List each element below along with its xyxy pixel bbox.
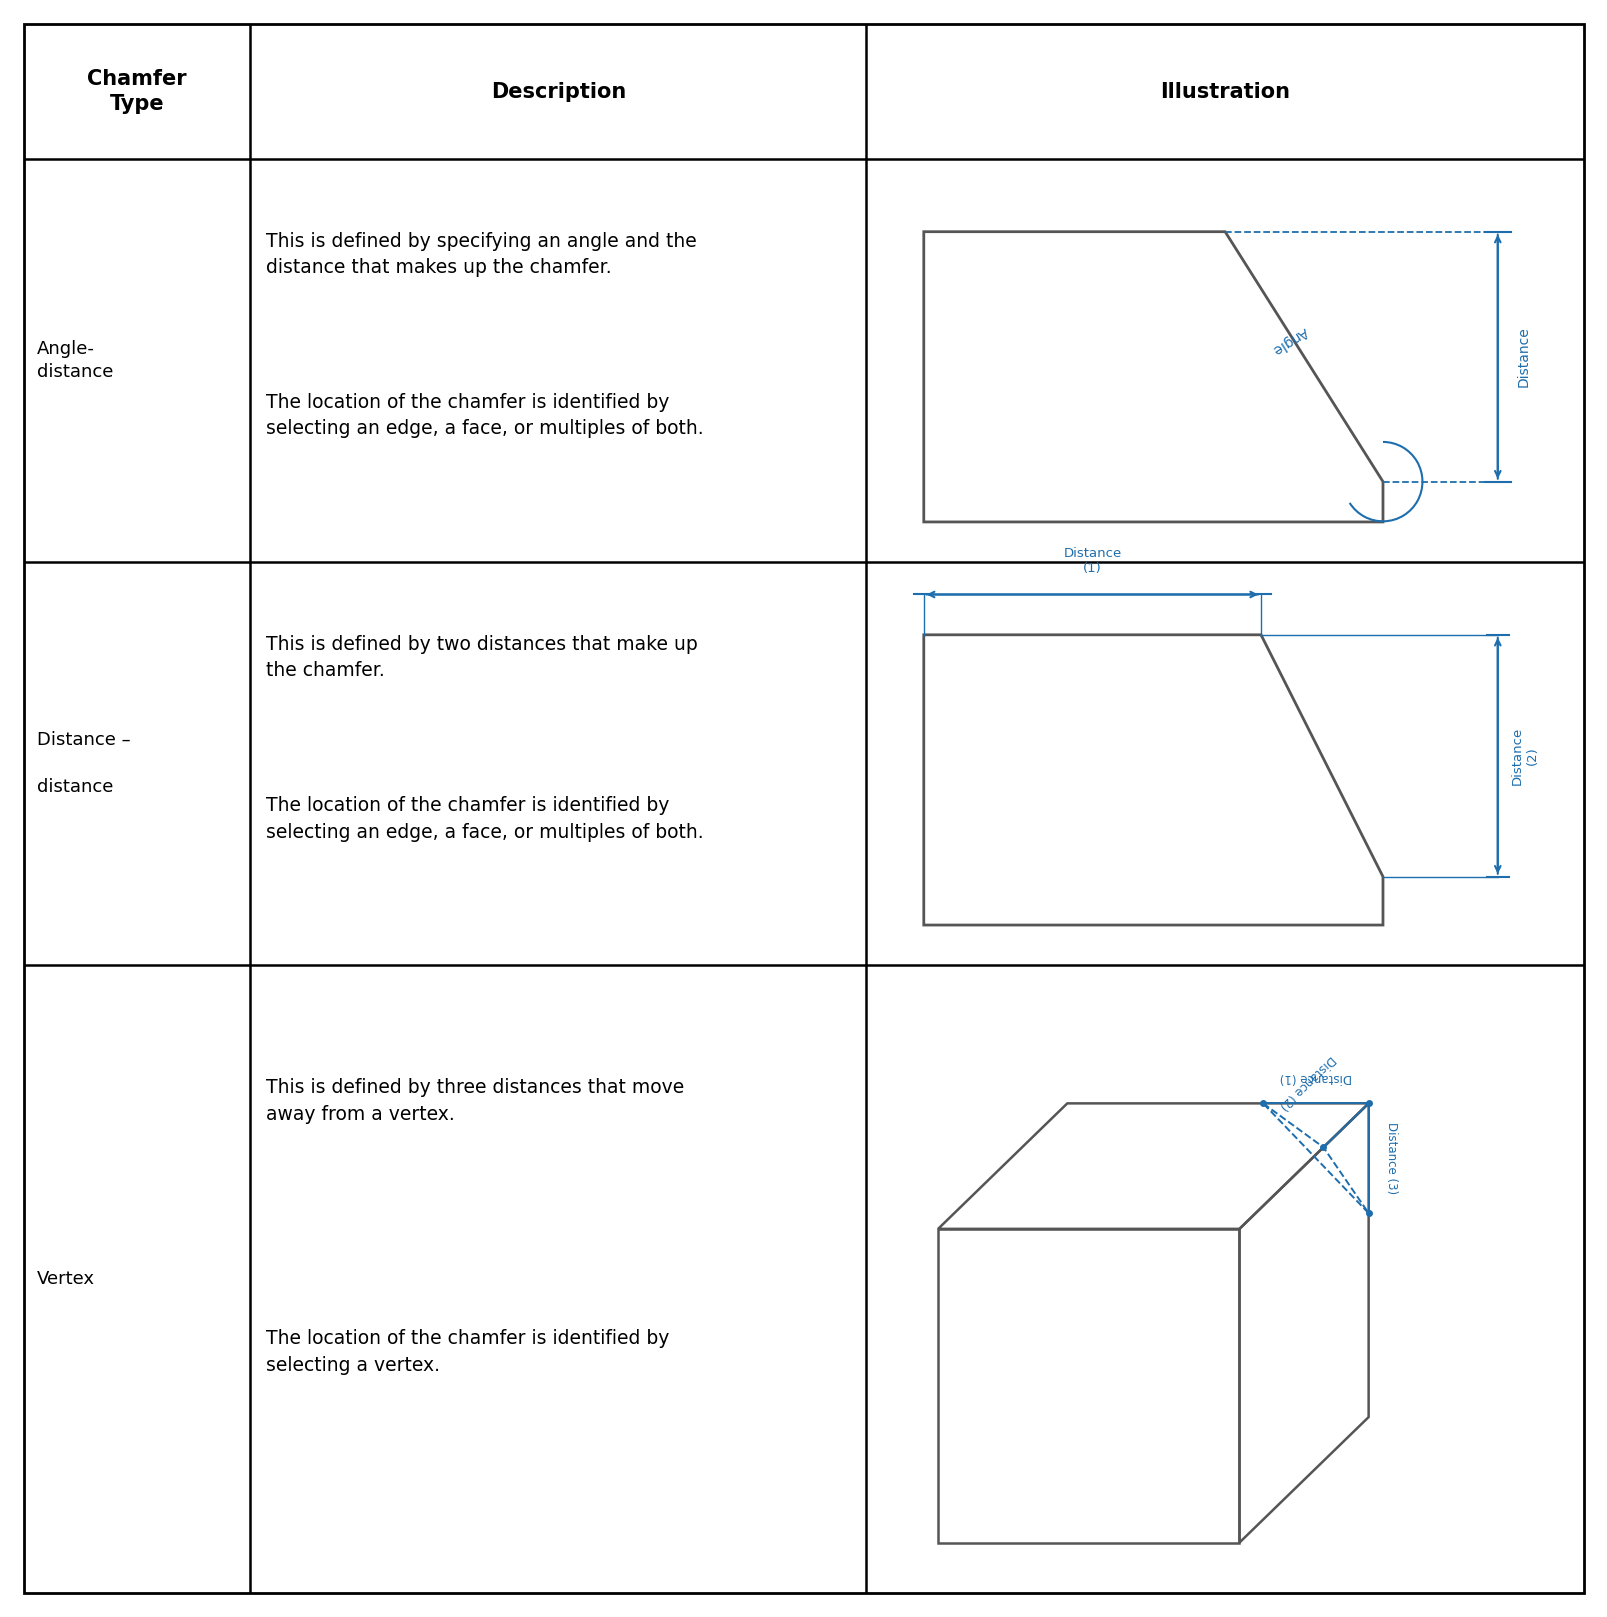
- Text: Distance –

distance: Distance – distance: [37, 731, 130, 797]
- Text: The location of the chamfer is identified by
selecting an edge, a face, or multi: The location of the chamfer is identifie…: [267, 796, 704, 841]
- Text: Distance
(1): Distance (1): [1062, 547, 1120, 576]
- Text: Distance (1): Distance (1): [1279, 1070, 1351, 1083]
- Text: Illustration: Illustration: [1159, 82, 1289, 102]
- Text: Distance (3): Distance (3): [1384, 1122, 1396, 1195]
- Text: This is defined by three distances that move
away from a vertex.: This is defined by three distances that …: [267, 1079, 685, 1124]
- Text: Vertex: Vertex: [37, 1269, 95, 1289]
- Text: Angle: Angle: [1268, 323, 1310, 357]
- Text: The location of the chamfer is identified by
selecting an edge, a face, or multi: The location of the chamfer is identifie…: [267, 393, 704, 438]
- Text: Distance
(2): Distance (2): [1511, 726, 1538, 784]
- Text: Angle-
distance: Angle- distance: [37, 340, 112, 382]
- Text: The location of the chamfer is identified by
selecting a vertex.: The location of the chamfer is identifie…: [267, 1329, 670, 1374]
- Text: This is defined by two distances that make up
the chamfer.: This is defined by two distances that ma…: [267, 635, 697, 681]
- Text: Distance: Distance: [1515, 327, 1530, 386]
- Text: Distance (2): Distance (2): [1276, 1053, 1337, 1112]
- Text: Chamfer
Type: Chamfer Type: [87, 70, 186, 115]
- Text: Description: Description: [490, 82, 625, 102]
- Text: This is defined by specifying an angle and the
distance that makes up the chamfe: This is defined by specifying an angle a…: [267, 231, 697, 277]
